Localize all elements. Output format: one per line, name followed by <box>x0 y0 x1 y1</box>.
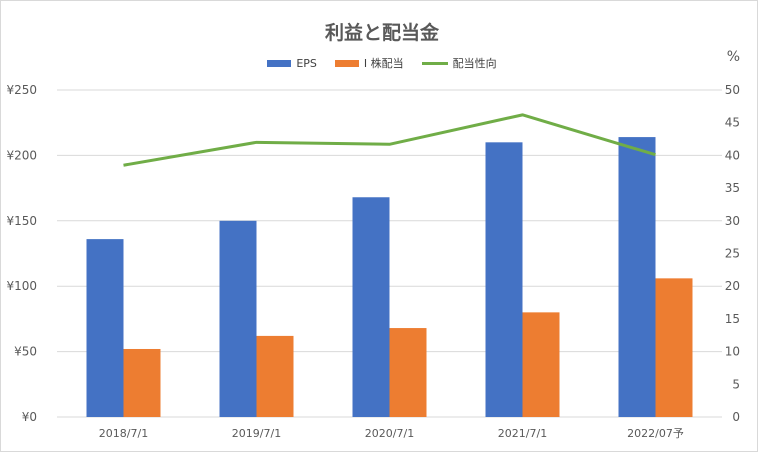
y-right-tick-label: 10 <box>725 345 740 359</box>
legend: EPS I 株配当 配当性向 <box>0 55 764 71</box>
bar-dividend <box>123 348 161 417</box>
y-right-tick-label: 50 <box>725 83 740 97</box>
y-left-tick-label: ¥250 <box>6 83 37 97</box>
bar-dividend <box>256 335 294 417</box>
y-right-tick-label: 40 <box>725 148 740 162</box>
x-tick-label: 2018/7/1 <box>99 427 148 440</box>
legend-item-eps: EPS <box>267 57 317 70</box>
legend-label-eps: EPS <box>296 56 317 70</box>
bar-dividend <box>522 312 560 417</box>
bar-dividend <box>655 278 693 417</box>
x-tick-label: 2022/07予 <box>627 427 684 440</box>
legend-item-dividend: I 株配当 <box>334 55 404 71</box>
bar-eps <box>618 137 656 417</box>
y-right-tick-label: 20 <box>725 279 740 293</box>
legend-item-payout-ratio: 配当性向 <box>421 55 497 71</box>
y-right-tick-label: 15 <box>725 312 740 326</box>
bar-dividend <box>389 328 427 417</box>
y-right-tick-label: 35 <box>725 181 740 195</box>
legend-swatch-payout-ratio <box>421 61 448 65</box>
bar-eps <box>352 197 390 417</box>
bar-eps <box>485 142 523 417</box>
bar-eps <box>86 239 124 417</box>
x-tick-label: 2019/7/1 <box>232 427 281 440</box>
y-left-tick-label: ¥100 <box>6 279 37 293</box>
legend-label-dividend: I 株配当 <box>363 57 404 70</box>
x-tick-label: 2020/7/1 <box>365 427 414 440</box>
line-payout-ratio <box>123 113 656 167</box>
y-left-tick-label: ¥150 <box>6 214 37 228</box>
chart-title: 利益と配当金 <box>324 22 439 44</box>
legend-swatch-eps <box>267 59 292 67</box>
legend-swatch-dividend <box>334 59 359 67</box>
x-tick-label: 2021/7/1 <box>498 427 547 440</box>
y-left-tick-label: ¥0 <box>22 410 37 424</box>
legend-label-payout-ratio: 配当性向 <box>452 57 497 70</box>
y-right-tick-label: 5 <box>732 377 740 391</box>
y-left-tick-label: ¥200 <box>6 148 37 162</box>
y-left-tick-label: ¥50 <box>14 345 37 359</box>
y-right-axis-label: % <box>727 49 740 65</box>
bar-eps <box>219 220 257 417</box>
y-right-tick-label: 45 <box>725 116 740 130</box>
y-right-tick-label: 0 <box>732 410 740 424</box>
y-right-tick-label: 25 <box>725 247 740 261</box>
y-right-tick-label: 30 <box>725 214 740 228</box>
